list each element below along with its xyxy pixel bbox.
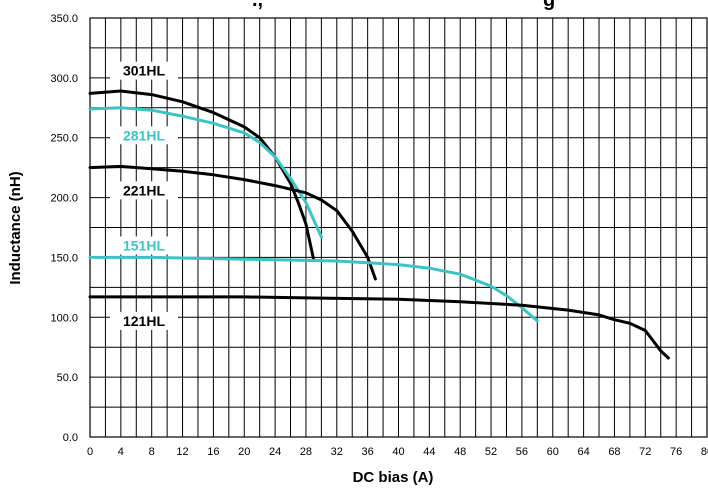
series-label-background <box>109 311 178 330</box>
series-line-301hl <box>88 89 316 262</box>
series-line-151hl <box>88 255 539 323</box>
x-tick-label: 4 <box>118 446 124 458</box>
x-tick-label: 32 <box>331 446 343 458</box>
series-label-backgrounds <box>109 61 178 330</box>
x-tick-label: 64 <box>577 446 589 458</box>
x-tick-label: 24 <box>269 446 281 458</box>
plot-border <box>89 17 708 438</box>
series-label-background <box>109 181 178 200</box>
y-tick-label: 250.0 <box>50 133 78 145</box>
series-label-background <box>109 126 178 145</box>
grid <box>89 17 708 438</box>
x-tick-label: 0 <box>87 446 93 458</box>
series-lines <box>88 89 670 360</box>
x-tick-label: 48 <box>454 446 466 458</box>
series-line-121hl <box>88 295 670 360</box>
x-tick-label: 72 <box>639 446 651 458</box>
y-tick-label: 200.0 <box>50 193 78 205</box>
x-tick-label: 16 <box>207 446 219 458</box>
x-tick-label: 36 <box>362 446 374 458</box>
x-tick-label: 60 <box>547 446 559 458</box>
x-tick-label: 52 <box>485 446 497 458</box>
x-tick-label: 76 <box>670 446 682 458</box>
y-tick-label: 0.0 <box>63 432 78 444</box>
series-label-151hl: 151HL <box>123 237 165 253</box>
x-tick-label: 68 <box>608 446 620 458</box>
y-tick-label: 300.0 <box>50 73 78 85</box>
y-tick-label: 50.0 <box>57 372 78 384</box>
y-tick-label: 150.0 <box>50 252 78 264</box>
series-label-background <box>109 61 178 80</box>
series-label-background <box>109 236 178 255</box>
x-tick-label: 20 <box>238 446 250 458</box>
series-labels: 301HL 281HL 221HL 151HL 121HL <box>123 63 165 329</box>
svg-text:g: g <box>543 0 555 11</box>
x-tick-label: 44 <box>423 446 435 458</box>
x-tick-label: 28 <box>300 446 312 458</box>
x-tick-label: 80 <box>701 446 708 458</box>
clipped-title-fragment: ., g <box>252 0 555 11</box>
x-tick-label: 8 <box>149 446 155 458</box>
series-label-121hl: 121HL <box>123 313 165 329</box>
y-tick-label: 100.0 <box>50 312 78 324</box>
series-label-281hl: 281HL <box>123 127 165 143</box>
x-tick-label: 56 <box>516 446 528 458</box>
x-tick-label: 40 <box>392 446 404 458</box>
series-label-301hl: 301HL <box>123 63 165 79</box>
svg-text:.,: ., <box>252 0 263 11</box>
series-label-221hl: 221HL <box>123 182 165 198</box>
series-line-221hl <box>88 164 377 281</box>
y-tick-label: 350.0 <box>50 13 78 25</box>
x-tick-label: 12 <box>176 446 188 458</box>
x-axis-title: DC bias (A) <box>353 469 434 486</box>
y-axis-title: Inductance (nH) <box>7 171 24 284</box>
y-tick-labels: 0.0 50.0 100.0 150.0 200.0 250.0 300.0 350.0 <box>50 13 78 444</box>
series-line-281hl <box>88 106 323 239</box>
